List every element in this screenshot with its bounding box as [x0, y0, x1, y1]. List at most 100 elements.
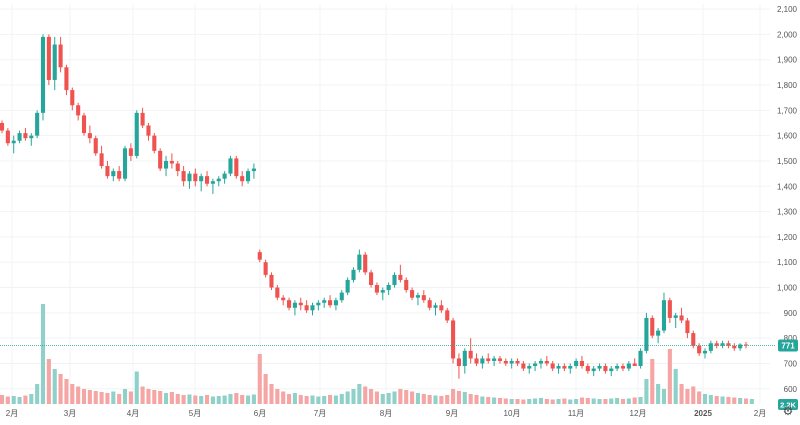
price-axis[interactable]: 2,100 2,000 1,900 1,800 1,700 1,600 1,500 1,400… — [777, 5, 798, 394]
candle[interactable] — [574, 358, 579, 369]
candle[interactable] — [222, 171, 227, 184]
candle[interactable] — [738, 343, 743, 351]
candle[interactable] — [462, 348, 467, 374]
candle[interactable] — [310, 302, 315, 316]
candle[interactable] — [193, 168, 198, 187]
candle[interactable] — [544, 355, 549, 367]
candle[interactable] — [456, 353, 461, 379]
candle[interactable] — [292, 300, 297, 316]
candle[interactable] — [714, 340, 719, 349]
candle[interactable] — [492, 355, 497, 367]
candle[interactable] — [515, 358, 520, 367]
candle[interactable] — [269, 272, 274, 291]
candle[interactable] — [158, 148, 163, 172]
candle[interactable] — [240, 171, 245, 187]
candle[interactable] — [497, 355, 503, 364]
candle[interactable] — [615, 363, 620, 372]
candle[interactable] — [245, 168, 251, 184]
candle[interactable] — [509, 358, 514, 369]
candle[interactable] — [122, 145, 128, 182]
candle[interactable] — [52, 36, 57, 91]
candle[interactable] — [140, 107, 145, 129]
candle[interactable] — [298, 297, 303, 311]
candle[interactable] — [93, 135, 98, 156]
candle[interactable] — [620, 363, 626, 372]
candle[interactable] — [433, 302, 438, 316]
candle[interactable] — [685, 317, 690, 339]
candle[interactable] — [579, 355, 585, 369]
candle[interactable] — [679, 307, 684, 323]
time-axis[interactable]: 2月 3月 4月 5月 6月 7月 8月 9月 10月 11月 12月 2025 2月 — [6, 409, 766, 418]
candle[interactable] — [533, 360, 538, 372]
candle[interactable] — [204, 171, 210, 187]
candle[interactable] — [46, 34, 51, 86]
candle[interactable] — [287, 297, 292, 311]
candle[interactable] — [597, 363, 602, 372]
candle[interactable] — [228, 155, 233, 177]
candle[interactable] — [591, 366, 596, 377]
candle[interactable] — [691, 330, 696, 349]
candle[interactable] — [603, 363, 608, 374]
candle[interactable] — [486, 353, 491, 364]
candle[interactable] — [210, 178, 215, 194]
candle[interactable] — [439, 300, 444, 313]
candle[interactable] — [427, 297, 432, 311]
candle[interactable] — [650, 315, 655, 339]
candle[interactable] — [357, 249, 362, 273]
candle[interactable] — [146, 122, 151, 141]
candle[interactable] — [351, 267, 356, 283]
candle[interactable] — [392, 272, 397, 288]
candle[interactable] — [468, 338, 473, 364]
candle[interactable] — [720, 340, 725, 349]
candle[interactable] — [5, 128, 10, 146]
candle[interactable] — [609, 366, 614, 377]
candle[interactable] — [251, 163, 256, 179]
candle[interactable] — [661, 292, 667, 334]
candle[interactable] — [644, 312, 649, 354]
candle[interactable] — [328, 295, 333, 308]
candle[interactable] — [117, 166, 122, 182]
candle[interactable] — [451, 317, 456, 364]
candle[interactable] — [480, 355, 485, 369]
candle[interactable] — [638, 348, 643, 369]
candle[interactable] — [128, 143, 133, 161]
candle[interactable] — [263, 259, 268, 278]
candle[interactable] — [474, 353, 479, 367]
candle[interactable] — [656, 328, 661, 344]
candle[interactable] — [339, 290, 344, 303]
candle[interactable] — [363, 252, 368, 275]
candle[interactable] — [105, 160, 110, 179]
candle[interactable] — [234, 155, 239, 179]
gear-icon[interactable]: ⚙ — [782, 404, 794, 418]
candle[interactable] — [503, 358, 508, 367]
candle[interactable] — [275, 285, 280, 301]
candle[interactable] — [345, 277, 350, 296]
candle[interactable] — [35, 110, 40, 139]
candle[interactable] — [415, 292, 420, 306]
candle[interactable] — [29, 133, 34, 146]
candle[interactable] — [169, 153, 174, 169]
candle[interactable] — [76, 102, 81, 121]
candle[interactable] — [667, 297, 672, 323]
candle[interactable] — [726, 340, 731, 349]
candle[interactable] — [163, 155, 169, 177]
candle[interactable] — [23, 128, 28, 141]
candle[interactable] — [58, 36, 63, 73]
candle[interactable] — [81, 112, 87, 136]
candle[interactable] — [304, 300, 309, 313]
candle[interactable] — [316, 300, 321, 311]
candle[interactable] — [17, 130, 22, 144]
candle[interactable] — [181, 166, 186, 187]
candle[interactable] — [445, 307, 450, 323]
candle[interactable] — [404, 277, 409, 293]
candle[interactable] — [626, 360, 631, 372]
candle[interactable] — [134, 110, 139, 159]
candle[interactable] — [702, 348, 708, 359]
candle[interactable] — [550, 360, 555, 372]
candle[interactable] — [632, 358, 637, 367]
candle[interactable] — [216, 176, 221, 187]
candle[interactable] — [152, 133, 157, 154]
candle[interactable] — [70, 87, 75, 111]
candle[interactable] — [281, 295, 286, 306]
candle[interactable] — [175, 160, 180, 177]
